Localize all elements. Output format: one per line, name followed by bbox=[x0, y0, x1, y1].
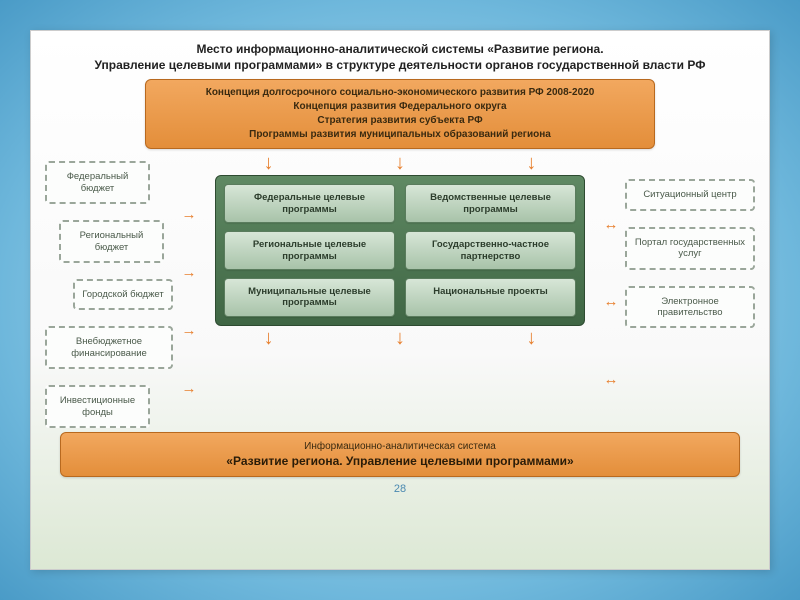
left-arrows: → → → → bbox=[179, 155, 199, 428]
arrows-row-bottom: ↓ ↓ ↓ bbox=[203, 330, 597, 346]
right-arrows: ↔ ↔ ↔ bbox=[601, 155, 621, 428]
arrow-down-icon: ↓ bbox=[395, 155, 405, 171]
center-column: ↓ ↓ ↓ Федеральные целевые программы Ведо… bbox=[203, 155, 597, 428]
arrow-bi-icon: ↔ bbox=[601, 372, 621, 387]
slide-title: Место информационно-аналитической систем… bbox=[45, 41, 755, 73]
left-box-city-budget: Городской бюджет bbox=[73, 279, 173, 310]
arrow-right-icon: → bbox=[179, 265, 199, 280]
title-line-2: Управление целевыми программами» в струк… bbox=[95, 58, 706, 72]
concept-line-4: Программы развития муниципальных образов… bbox=[154, 128, 646, 142]
system-subtitle: Информационно-аналитическая система bbox=[69, 441, 731, 452]
arrow-down-icon: ↓ bbox=[264, 155, 274, 171]
arrow-bi-icon: ↔ bbox=[601, 294, 621, 309]
left-box-offbudget: Внебюджетное финансирование bbox=[45, 326, 173, 369]
title-line-1: Место информационно-аналитической систем… bbox=[196, 42, 603, 56]
arrow-right-icon: → bbox=[179, 381, 199, 396]
concept-line-1: Концепция долгосрочного социально-эконом… bbox=[154, 86, 646, 100]
arrows-row-top: ↓ ↓ ↓ bbox=[203, 155, 597, 171]
prog-ppp: Государственно-частное партнерство bbox=[405, 231, 576, 270]
prog-national: Национальные проекты bbox=[405, 278, 576, 317]
right-box-gov-portal: Портал государственных услуг bbox=[625, 227, 755, 270]
arrow-down-icon: ↓ bbox=[395, 330, 405, 346]
arrow-bi-icon: ↔ bbox=[601, 217, 621, 232]
system-box: Информационно-аналитическая система «Раз… bbox=[60, 432, 740, 477]
arrow-down-icon: ↓ bbox=[526, 155, 536, 171]
programs-panel: Федеральные целевые программы Ведомствен… bbox=[215, 175, 585, 325]
concept-line-2: Концепция развития Федерального округа bbox=[154, 100, 646, 114]
right-box-situation-center: Ситуационный центр bbox=[625, 179, 755, 210]
prog-federal: Федеральные целевые программы bbox=[224, 184, 395, 223]
left-box-federal-budget: Федеральный бюджет bbox=[45, 161, 150, 204]
mid-section: Федеральный бюджет Региональный бюджет Г… bbox=[45, 155, 755, 428]
page-number: 28 bbox=[45, 483, 755, 495]
right-column: Ситуационный центр Портал государственны… bbox=[625, 155, 755, 428]
arrow-down-icon: ↓ bbox=[526, 330, 536, 346]
arrow-right-icon: → bbox=[179, 323, 199, 338]
left-box-investment-funds: Инвестиционные фонды bbox=[45, 385, 150, 428]
arrow-down-icon: ↓ bbox=[264, 330, 274, 346]
concept-line-3: Стратегия развития субъекта РФ bbox=[154, 114, 646, 128]
left-column: Федеральный бюджет Региональный бюджет Г… bbox=[45, 155, 175, 428]
right-box-egov: Электронное правительство bbox=[625, 286, 755, 329]
prog-municipal: Муниципальные целевые программы bbox=[224, 278, 395, 317]
concept-box: Концепция долгосрочного социально-эконом… bbox=[145, 79, 655, 149]
slide: Место информационно-аналитической систем… bbox=[30, 30, 770, 570]
prog-departmental: Ведомственные целевые программы bbox=[405, 184, 576, 223]
left-box-regional-budget: Региональный бюджет bbox=[59, 220, 164, 263]
system-title: «Развитие региона. Управление целевыми п… bbox=[69, 454, 731, 468]
prog-regional: Региональные целевые программы bbox=[224, 231, 395, 270]
arrow-right-icon: → bbox=[179, 207, 199, 222]
